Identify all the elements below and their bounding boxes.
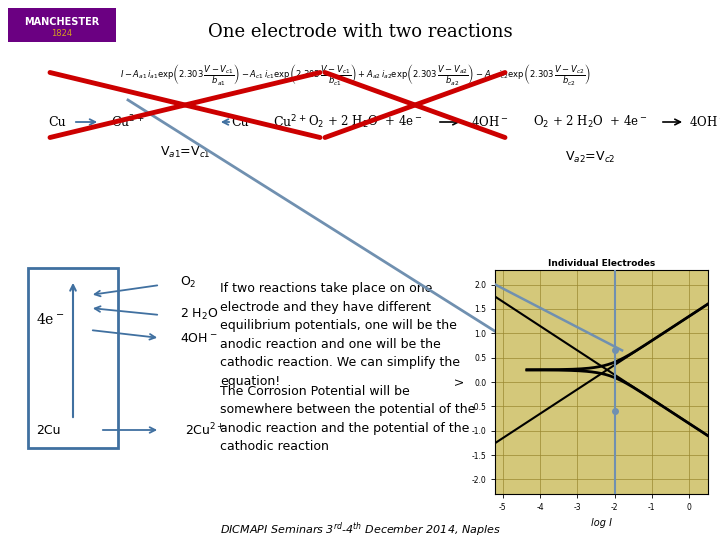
Text: Cu: Cu [48,116,66,129]
Title: Individual Electrodes: Individual Electrodes [548,259,655,268]
Text: 2 H$_2$O: 2 H$_2$O [180,306,218,321]
Text: The Corrosion Potential will be
somewhere between the potential of the
anodic re: The Corrosion Potential will be somewher… [220,385,475,454]
Text: V$_{a1}$=V$_{c1}$: V$_{a1}$=V$_{c1}$ [160,144,210,159]
Text: 1824: 1824 [51,30,73,38]
Text: 4OH$^-$: 4OH$^-$ [690,115,720,129]
Text: 2Cu$^{2+}$: 2Cu$^{2+}$ [185,422,225,438]
Text: If two reactions take place on one
electrode and they have different
equilibrium: If two reactions take place on one elect… [220,282,460,388]
Bar [28,268,118,448]
Text: $I - A_{a1}\,i_{a1}\exp\!\left(2.303\,\dfrac{V-V_{c1}}{b_{a1}}\right) - A_{c1}\,: $I - A_{a1}\,i_{a1}\exp\!\left(2.303\,\d… [120,63,590,87]
Text: V$_{a2}$=V$_{c2}$: V$_{a2}$=V$_{c2}$ [564,150,616,165]
Text: One electrode with two reactions: One electrode with two reactions [207,23,513,41]
Text: 2Cu: 2Cu [36,423,60,436]
Text: MANCHESTER: MANCHESTER [24,17,99,27]
Text: Cu$^{2+}$: Cu$^{2+}$ [274,114,307,130]
Y-axis label: V: V [456,379,466,386]
Text: O$_2$ + 2 H$_2$O  + 4e$^-$: O$_2$ + 2 H$_2$O + 4e$^-$ [307,114,423,130]
Text: DICMAPI Seminars 3$^{rd}$-4$^{th}$ December 2014, Naples: DICMAPI Seminars 3$^{rd}$-4$^{th}$ Decem… [220,521,500,539]
Bar [8,8,116,42]
X-axis label: log I: log I [591,518,612,528]
Text: O$_2$: O$_2$ [180,274,197,289]
Text: 4e$^-$: 4e$^-$ [36,313,64,327]
Text: O$_2$ + 2 H$_2$O  + 4e$^-$: O$_2$ + 2 H$_2$O + 4e$^-$ [533,114,647,130]
Text: Cu$^{2+}$: Cu$^{2+}$ [112,114,145,130]
Text: Cu: Cu [231,116,249,129]
Text: 4OH$^-$: 4OH$^-$ [180,332,217,345]
Text: 4OH$^-$: 4OH$^-$ [472,115,508,129]
